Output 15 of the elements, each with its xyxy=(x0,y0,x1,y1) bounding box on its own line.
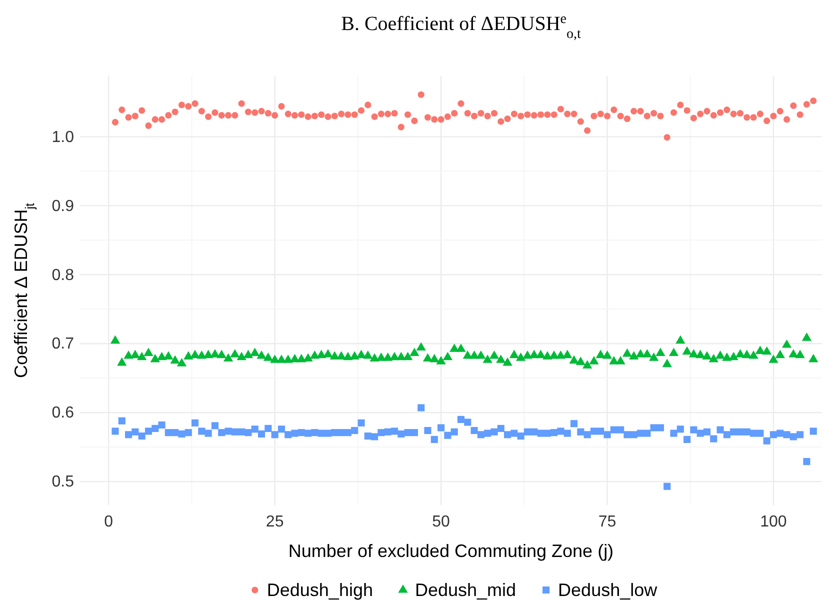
y-tick-label: 0.9 xyxy=(52,198,74,215)
x-tick-label: 50 xyxy=(432,513,450,530)
y-tick-label: 1.0 xyxy=(52,128,74,146)
y-tick-label: 0.6 xyxy=(52,404,74,422)
x-axis-title: Number of excluded Commuting Zone (j) xyxy=(288,541,614,561)
legend-label: Dedush_high xyxy=(266,580,373,600)
x-tick-label: 75 xyxy=(598,513,616,530)
y-tick-label: 0.8 xyxy=(52,266,74,284)
x-tick-label: 25 xyxy=(266,513,284,530)
y-tick-label: 0.5 xyxy=(52,474,74,491)
x-tick-label: 100 xyxy=(760,513,787,530)
y-tick-label: 0.7 xyxy=(52,336,74,353)
x-tick-label: 0 xyxy=(104,513,114,530)
legend-label: Dedush_mid xyxy=(414,580,516,600)
legend-label: Dedush_low xyxy=(558,580,658,600)
